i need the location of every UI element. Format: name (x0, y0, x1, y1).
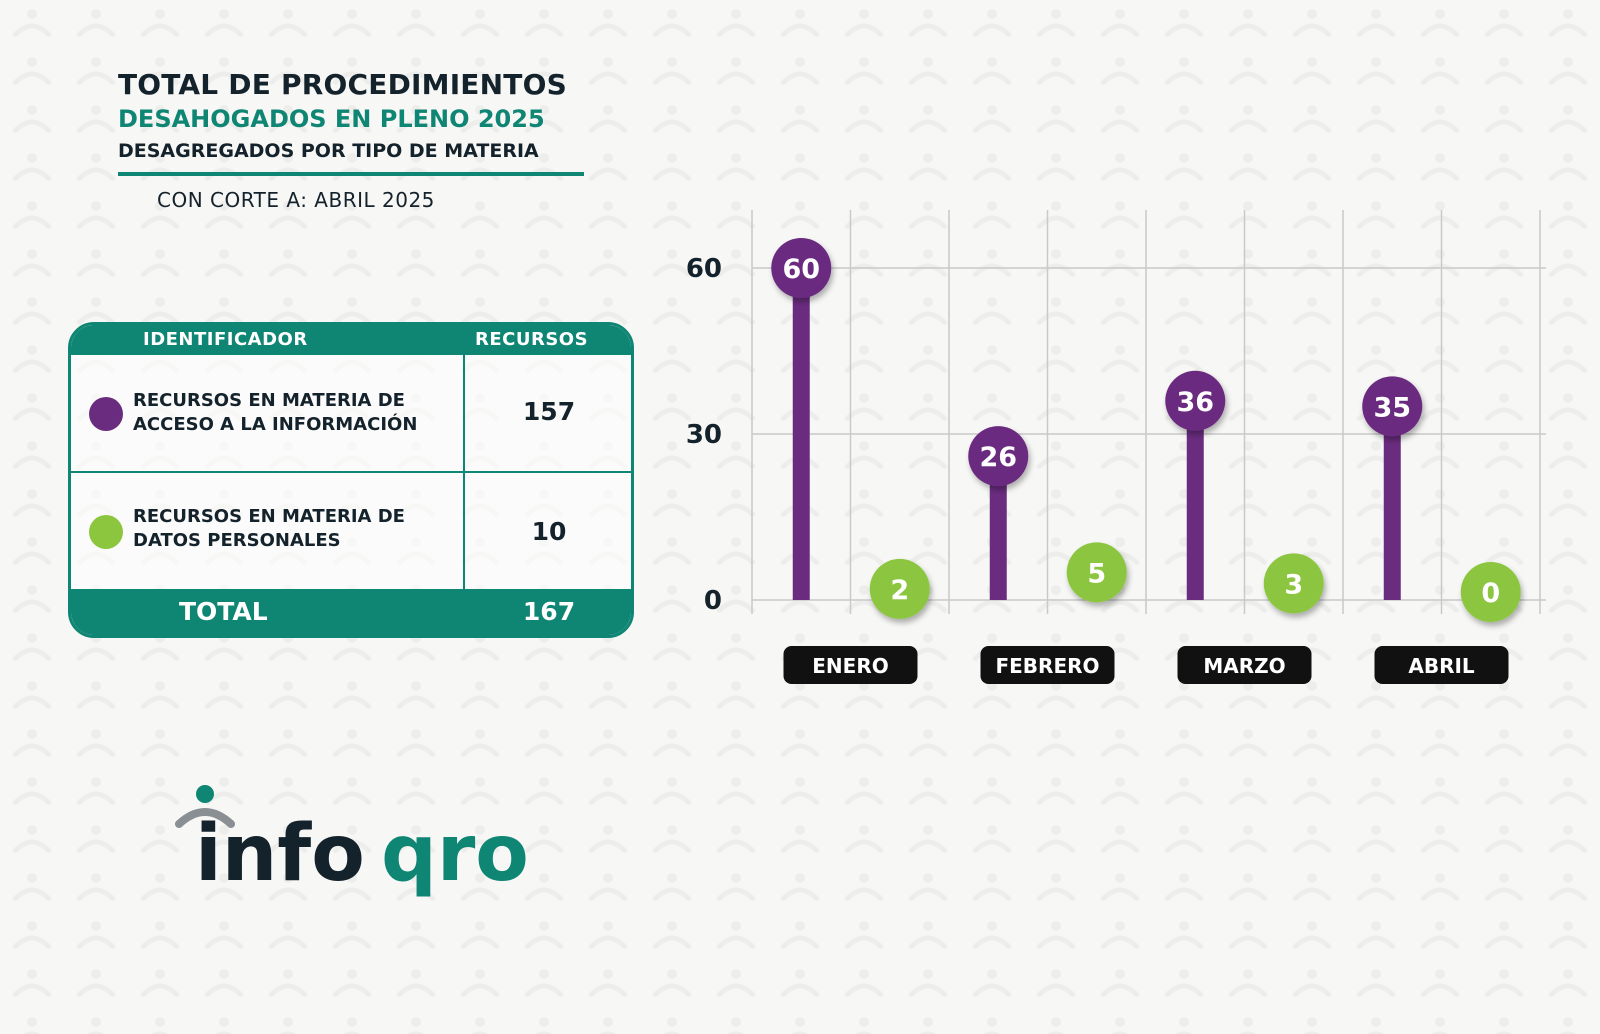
table-header: IDENTIFICADOR RECURSOS (71, 325, 631, 355)
lollipop-head (1165, 370, 1226, 431)
column-header-resources: RECURSOS (475, 329, 589, 350)
row-label: RECURSOS EN MATERIA DE DATOS PERSONALES (133, 506, 405, 551)
data-label: 5 (1087, 558, 1106, 589)
total-label: TOTAL (179, 597, 268, 626)
row-value: 10 (531, 517, 567, 546)
title-divider (118, 172, 584, 176)
table-row: RECURSOS EN MATERIA DE DATOS PERSONALES … (71, 473, 631, 592)
data-label: 26 (979, 442, 1017, 473)
table-total-row: TOTAL 167 (71, 589, 631, 635)
purple-dot-icon (89, 397, 123, 431)
data-label: 2 (890, 575, 909, 606)
table-row: RECURSOS EN MATERIA DE ACCESO A LA INFOR… (71, 355, 631, 471)
green-dot-icon (89, 515, 123, 549)
table-row-divider (71, 471, 631, 473)
x-tick-label: ABRIL (1408, 654, 1475, 678)
lollipop-head (869, 558, 930, 619)
data-label: 3 (1284, 569, 1303, 600)
page-title: TOTAL DE PROCEDIMIENTOS (118, 68, 567, 101)
x-tick-label: FEBRERO (995, 654, 1099, 678)
logo-text-info: info (195, 809, 365, 899)
category-pill (1177, 646, 1312, 684)
lollipop-head (1263, 553, 1324, 614)
category-pill (1374, 646, 1509, 684)
total-value: 167 (522, 597, 576, 626)
y-tick-label: 60 (686, 254, 722, 284)
y-tick-label: 30 (686, 420, 722, 450)
infoqro-logo: info qro (175, 785, 529, 899)
lollipop-head (1362, 376, 1423, 437)
category-pill (783, 646, 918, 684)
page-subtitle-secondary: DESAGREGADOS POR TIPO DE MATERIA (118, 140, 539, 162)
title-block: TOTAL DE PROCEDIMIENTOS DESAHOGADOS EN P… (118, 68, 584, 176)
column-header-identifier: IDENTIFICADOR (143, 329, 308, 350)
row-value: 157 (522, 397, 576, 426)
y-tick-label: 0 (704, 586, 722, 616)
lollipop-head (1460, 562, 1521, 622)
data-label: 36 (1176, 387, 1214, 418)
lollipop-head (968, 426, 1029, 487)
table-column-divider (463, 355, 465, 592)
data-label: 35 (1373, 392, 1411, 423)
page-subtitle: DESAHOGADOS EN PLENO 2025 (118, 105, 545, 133)
logo-text-qro: qro (381, 809, 529, 899)
x-tick-label: ENERO (812, 654, 888, 678)
summary-table: IDENTIFICADOR RECURSOS RECURSOS EN MATER… (68, 322, 634, 638)
lollipop-head (771, 238, 832, 298)
row-label: RECURSOS EN MATERIA DE ACCESO A LA INFOR… (133, 390, 418, 435)
data-label: 60 (782, 254, 820, 285)
lollipop-chart: 0 30 60 60 2 ENERO 26 5 FEBRERO 36 3 MARZO 35 0 ABRIL (686, 210, 1546, 684)
x-tick-label: MARZO (1203, 654, 1285, 678)
category-pill (980, 646, 1115, 684)
lollipop-head (1066, 542, 1127, 603)
data-label: 0 (1481, 578, 1500, 609)
cutoff-date: CON CORTE A: ABRIL 2025 (157, 188, 435, 212)
